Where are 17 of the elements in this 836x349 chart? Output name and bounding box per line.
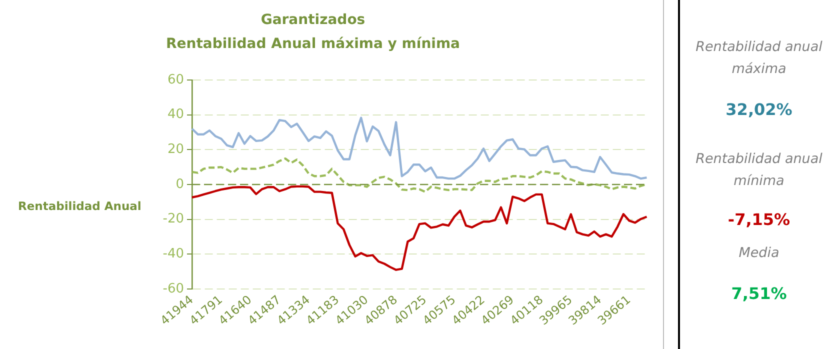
chart-subtitle: Rentabilidad Anual máxima y mínima [164,36,461,52]
text: Rentabilidad anual máxima [694,38,824,79]
chart-title: Garantizados [260,12,366,28]
y-tick-label: 20 [167,142,184,158]
y-tick-label: 60 [167,72,184,88]
text: 7,51% [730,284,788,303]
y-tick-label: 0 [176,176,184,192]
text: Rentabilidad anual mínima [694,150,824,191]
text: Media [738,244,780,263]
y-axis-title: Rentabilidad Anual [18,199,142,213]
y-tick-label: -60 [162,281,184,296]
text: 32,02% [724,100,794,119]
y-tick-label: 40 [167,107,184,122]
y-tick-label: -20 [162,212,184,227]
text: -7,15% [726,210,792,229]
y-tick-label: -40 [162,246,184,262]
line-series [190,157,648,193]
